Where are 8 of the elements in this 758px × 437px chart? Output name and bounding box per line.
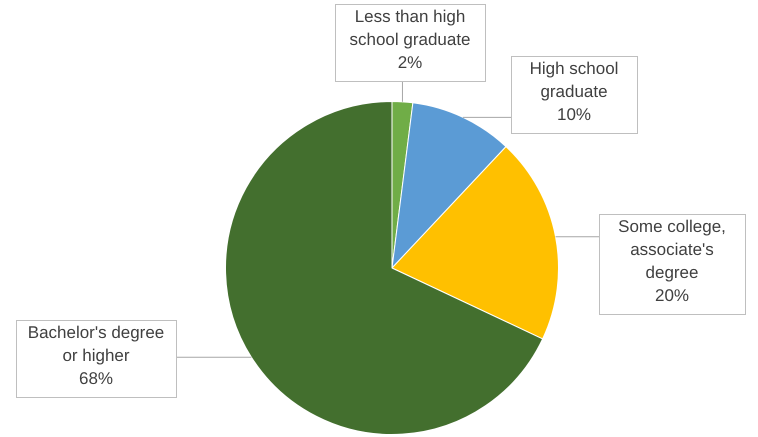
data-label: 10% [556, 105, 592, 124]
data-label: 20% [654, 286, 690, 306]
slice-label: Bachelor's degree or higher [28, 323, 164, 366]
slice-label: Less than high school graduate [350, 7, 470, 50]
slice-label: Some college, associate's degree [618, 217, 726, 282]
data-label: 68% [78, 369, 114, 388]
data-label: 2% [398, 53, 422, 72]
slice-label: High school graduate [530, 59, 618, 102]
